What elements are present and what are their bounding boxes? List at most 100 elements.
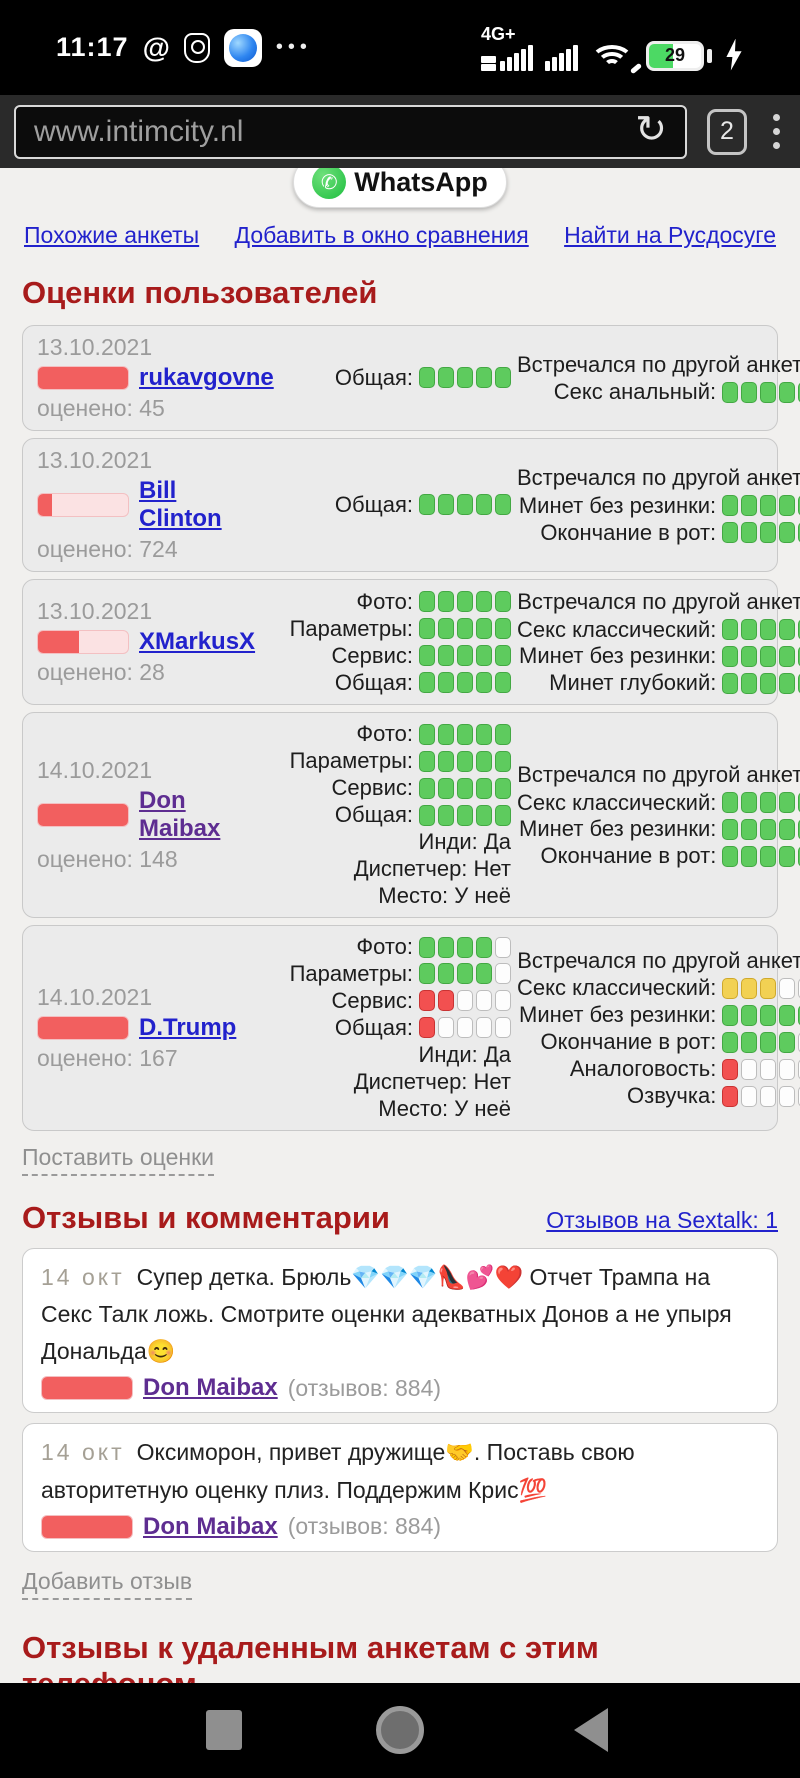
rating-squares [419, 936, 511, 958]
signal-bars-icon-2 [545, 44, 578, 71]
rating-row-label: Секс классический: [517, 789, 717, 815]
rating-squares [419, 723, 511, 745]
username-link[interactable]: rukavgovne [139, 364, 274, 391]
rated-count: оценено: 167 [37, 1044, 178, 1071]
rating-square [438, 591, 454, 613]
rating-square [779, 1004, 796, 1026]
updown-arrows-icon [481, 55, 496, 71]
user-line: XMarkusX [37, 628, 256, 656]
rating-square [760, 977, 777, 999]
rating-square [457, 963, 473, 985]
refresh-icon[interactable]: ↻ [635, 108, 667, 151]
whatsapp-label: WhatsApp [354, 168, 488, 197]
rating-row: Секс классический: [517, 617, 800, 643]
rating-right-col: Встречался по другой анкете Секс анальный… [517, 351, 800, 405]
username-link[interactable]: Don Maibax [139, 787, 221, 843]
rating-square [457, 618, 473, 640]
rating-row-label: Параметры: [289, 748, 413, 774]
ratings-list: 13.10.2021 rukavgovne оценено: 45 Общая: Вст… [22, 325, 800, 1131]
rating-row: Общая: [335, 670, 511, 696]
back-button[interactable] [574, 1708, 608, 1752]
rating-square [779, 845, 796, 867]
reputation-bar [41, 1376, 133, 1401]
met-on-other-profile-label: Встречался по другой анкете [517, 947, 800, 973]
add-review-link[interactable]: Добавить отзыв [22, 1568, 193, 1600]
rating-row: Минет без резинки: [519, 643, 800, 669]
browser-menu-icon[interactable] [767, 110, 786, 153]
reputation-fill [42, 1377, 132, 1400]
recents-button[interactable] [206, 1710, 242, 1750]
rating-square [476, 936, 492, 958]
rating-left-col: 13.10.2021 rukavgovne оценено: 45 [37, 334, 274, 422]
top-links-row: Похожие анкеты Добавить в окно сравнения… [24, 222, 776, 249]
charging-bolt-icon [726, 38, 742, 71]
rating-left-col: 14.10.2021 Don Maibax оценено: 148 [37, 757, 253, 873]
rating-square [438, 367, 454, 389]
rating-square [438, 936, 454, 958]
network-type-label: 4G+ [481, 23, 516, 44]
username-link[interactable]: XMarkusX [139, 628, 256, 656]
at-status-icon: @ [142, 31, 170, 63]
rating-square [457, 990, 473, 1012]
rating-row: Аналоговость: [570, 1056, 800, 1082]
rating-square [457, 672, 473, 694]
rating-square [760, 645, 777, 667]
rating-square [495, 963, 511, 985]
rating-square [741, 1031, 758, 1053]
rating-row-label: Озвучка: [627, 1083, 717, 1109]
rating-row-label: Общая: [334, 365, 413, 391]
username-link[interactable]: Bill Clinton [139, 477, 222, 532]
rating-row: Общая: [335, 365, 511, 391]
reputation-bar [37, 1015, 129, 1040]
rating-square [760, 1085, 777, 1107]
user-line: Bill Clinton [37, 477, 253, 533]
rated-count: оценено: 28 [37, 659, 165, 686]
username-link[interactable]: D.Trump [139, 1013, 237, 1041]
add-ratings-link[interactable]: Поставить оценки [22, 1144, 214, 1176]
rating-squares [419, 963, 511, 985]
rating-row-label: Параметры: [289, 960, 413, 986]
tab-count-button[interactable]: 2 [707, 108, 747, 155]
rating-row: Сервис: [332, 988, 511, 1014]
rating-squares [419, 494, 511, 516]
clock: 11:17 [56, 32, 129, 62]
rating-row-label: Параметры: [289, 615, 413, 641]
add-to-compare-link[interactable]: Добавить в окно сравнения [234, 222, 529, 248]
find-on-rusdosug-link[interactable]: Найти на Русдосуге [564, 222, 776, 248]
rating-square [760, 618, 777, 640]
rating-row-label: Окончание в рот: [540, 519, 717, 545]
rating-square [495, 591, 511, 613]
comment-text: 14 окт Супер детка. Брюль💎💎💎👠💕❤️ Отчет Тр… [41, 1263, 732, 1365]
rating-row: Фото: [356, 589, 511, 615]
similar-profiles-link[interactable]: Похожие анкеты [24, 222, 200, 248]
rating-row-label: Общая: [334, 669, 413, 695]
rating-row: Окончание в рот: [541, 1029, 800, 1055]
rating-row: Инди: Да [419, 1042, 511, 1068]
rating-row: Общая: [335, 492, 511, 518]
rating-squares [419, 367, 511, 389]
rating-square [760, 845, 777, 867]
comment-date: 14 окт [41, 1439, 125, 1466]
username-link[interactable]: Don Maibax [143, 1374, 278, 1402]
sextalk-reviews-link[interactable]: Отзывов на Sextalk: 1 [546, 1206, 778, 1233]
whatsapp-button[interactable]: ✆ WhatsApp [293, 168, 507, 208]
rating-square [476, 963, 492, 985]
ratings-section-title: Оценки пользователей [22, 275, 378, 310]
url-bar[interactable]: www.intimcity.nl ↻ [14, 104, 687, 159]
rating-square [419, 723, 435, 745]
rating-squares [722, 645, 800, 667]
rating-squares [722, 495, 800, 517]
username-link[interactable]: Don Maibax [143, 1512, 278, 1540]
rating-square [457, 936, 473, 958]
rating-square [419, 618, 435, 640]
rating-square [722, 1004, 739, 1026]
comment-date: 14 окт [41, 1263, 125, 1290]
rating-square [419, 494, 435, 516]
rating-row: Место: У неё [378, 883, 511, 909]
url-text[interactable]: www.intimcity.nl [34, 114, 244, 148]
rating-square [438, 777, 454, 799]
rated-count: оценено: 148 [37, 846, 178, 873]
rating-square [476, 777, 492, 799]
rating-square [798, 1085, 800, 1107]
home-button[interactable] [376, 1706, 424, 1754]
